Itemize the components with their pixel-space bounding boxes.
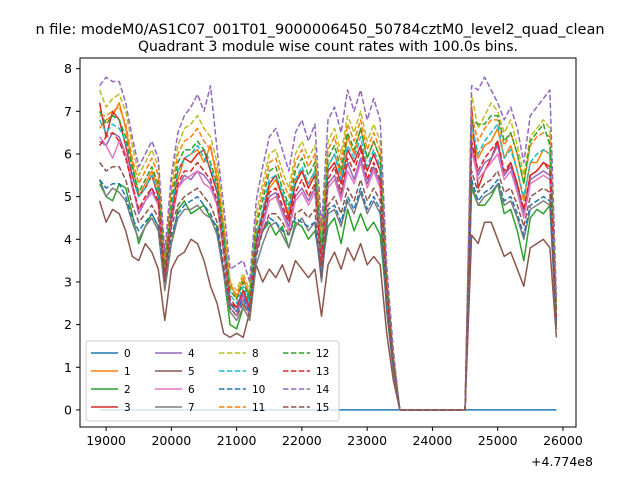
series-12-line bbox=[98, 110, 558, 411]
legend-label-5: 5 bbox=[188, 366, 195, 378]
figure-suptitle: n file: modeM0/AS1C07_001T01_9000006450_… bbox=[35, 22, 604, 38]
legend-label-4: 4 bbox=[188, 348, 195, 360]
series-7-line bbox=[98, 183, 558, 411]
legend-box bbox=[85, 340, 340, 422]
legend-label-12: 12 bbox=[316, 348, 329, 360]
y-tick-label: 1 bbox=[64, 360, 72, 375]
legend-label-1: 1 bbox=[124, 366, 131, 378]
y-tick-label: 6 bbox=[64, 146, 72, 161]
legend-label-0: 0 bbox=[124, 348, 131, 360]
x-tick-label: 26000 bbox=[543, 433, 583, 448]
x-tick-label: 24000 bbox=[413, 433, 453, 448]
x-tick-label: 20000 bbox=[151, 433, 191, 448]
y-tick-label: 0 bbox=[64, 402, 72, 417]
x-offset-label: +4.774e8 bbox=[531, 454, 593, 469]
x-tick-label: 19000 bbox=[86, 433, 126, 448]
y-tick-label: 2 bbox=[64, 317, 72, 332]
legend-label-2: 2 bbox=[124, 384, 131, 396]
y-tick-label: 5 bbox=[64, 189, 72, 204]
x-tick-label: 22000 bbox=[282, 433, 322, 448]
series-15-line bbox=[99, 162, 558, 411]
series-5-line bbox=[98, 200, 558, 411]
plot-frame bbox=[79, 57, 577, 428]
legend-label-15: 15 bbox=[316, 402, 329, 414]
series-13-line bbox=[99, 131, 558, 411]
legend-label-11: 11 bbox=[252, 402, 265, 414]
x-tick-label: 23000 bbox=[347, 433, 387, 448]
x-tick-label: 25000 bbox=[478, 433, 518, 448]
legend-label-14: 14 bbox=[316, 384, 330, 396]
series-11-line bbox=[99, 106, 558, 411]
legend-label-13: 13 bbox=[316, 366, 329, 378]
legend-label-9: 9 bbox=[252, 366, 259, 378]
series-9-line bbox=[98, 119, 558, 411]
y-tick-label: 3 bbox=[64, 274, 72, 289]
series-8-line bbox=[98, 89, 558, 411]
y-tick-label: 7 bbox=[64, 104, 72, 119]
series-lines bbox=[98, 76, 558, 411]
axes-ticks: 19000 20000 21000 22000 23000 24000 25000 26000… bbox=[64, 61, 583, 448]
legend-label-3: 3 bbox=[124, 402, 131, 414]
y-tick-label: 4 bbox=[64, 232, 72, 247]
legend-label-6: 6 bbox=[188, 384, 195, 396]
legend-label-7: 7 bbox=[188, 402, 195, 414]
y-tick-label: 8 bbox=[64, 61, 72, 76]
chart-title: Quadrant 3 module wise count rates with … bbox=[138, 39, 518, 55]
series-14-line bbox=[99, 76, 558, 411]
legend-label-8: 8 bbox=[252, 348, 259, 360]
x-tick-label: 21000 bbox=[217, 433, 257, 448]
legend-label-10: 10 bbox=[252, 384, 265, 396]
